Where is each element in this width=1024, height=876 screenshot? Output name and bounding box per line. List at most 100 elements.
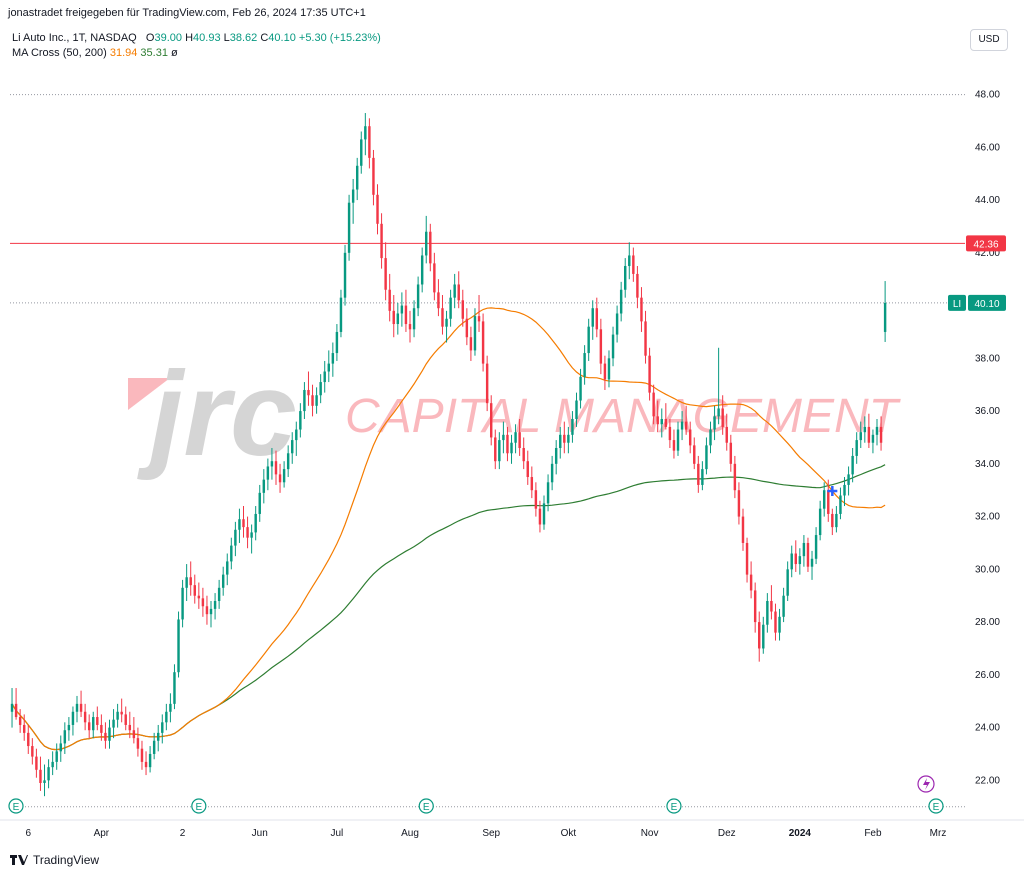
candle-body	[542, 503, 546, 525]
candle-body	[802, 542, 806, 557]
earnings-marker: E	[928, 798, 944, 814]
candle-body	[644, 321, 647, 356]
candle-body	[400, 305, 404, 314]
candle-body	[843, 484, 846, 496]
y-tick-label: 48.00	[975, 90, 1000, 101]
lightning-icon	[923, 778, 930, 790]
candle-body	[270, 461, 274, 467]
hidden-symbol[interactable]: ø	[171, 47, 178, 59]
candle-body	[758, 622, 761, 649]
earnings-circle	[191, 798, 207, 814]
tradingview-logo-icon	[10, 855, 28, 865]
candle-body	[278, 474, 282, 483]
candle-body	[839, 495, 842, 514]
candle-body	[498, 440, 501, 462]
candle-body	[165, 711, 168, 723]
candle-body	[636, 273, 639, 298]
x-tick-label: Jun	[252, 828, 268, 839]
earnings-circle	[928, 798, 944, 814]
candle-body	[327, 363, 330, 372]
candle-body	[473, 316, 477, 351]
y-tick-label: 34.00	[975, 459, 1000, 470]
candle-body	[14, 703, 18, 718]
indicator-name[interactable]: MA Cross (50, 200)	[12, 47, 107, 59]
candle-body	[246, 527, 249, 538]
candle-body	[688, 429, 692, 446]
candle-body	[144, 761, 148, 768]
candle-body	[295, 429, 298, 441]
low-value: 38.62	[229, 32, 258, 44]
candle-body	[766, 600, 769, 625]
ma200-value: 35.31	[140, 47, 168, 59]
candle-body	[181, 587, 184, 620]
candle-body	[782, 595, 785, 617]
moving-averages	[11, 307, 886, 751]
candle-body	[583, 353, 586, 377]
candle-body	[104, 732, 107, 741]
open-value: 39.00	[154, 32, 183, 44]
candle-body	[351, 189, 355, 203]
candle-body	[35, 756, 38, 770]
candle-body	[75, 703, 79, 712]
close-label: C	[260, 32, 269, 44]
candle-body	[859, 432, 862, 441]
candle-body	[71, 711, 75, 725]
candle-body	[693, 445, 696, 464]
earnings-marker: E	[191, 798, 207, 814]
candle-body	[587, 326, 590, 354]
candle-body	[835, 513, 838, 528]
candle-body	[713, 416, 716, 430]
candle-body	[193, 585, 196, 596]
candle-body	[709, 429, 712, 446]
candle-body	[286, 453, 290, 470]
chart-legend: Li Auto Inc., 1T, NASDAQ O39.00 H40.93 L…	[12, 31, 381, 61]
candle-body	[729, 442, 733, 464]
candle-body	[875, 426, 879, 435]
candle-body	[315, 395, 318, 406]
candle-body	[538, 508, 542, 525]
candle-body	[717, 408, 720, 417]
candle-body	[67, 724, 71, 731]
candle-body	[274, 461, 278, 475]
candle-body	[660, 418, 663, 425]
candle-body	[201, 598, 205, 607]
candle-body	[213, 600, 217, 609]
x-tick-label: Okt	[561, 828, 577, 839]
candle-body	[31, 746, 34, 757]
candle-body	[550, 463, 554, 483]
tradingview-logo[interactable]: TradingView	[10, 853, 99, 867]
x-tick-label: Nov	[641, 828, 659, 839]
candles	[10, 113, 887, 797]
dividend-marker	[917, 775, 935, 793]
candle-body	[774, 611, 777, 633]
candle-body	[522, 448, 525, 462]
x-tick-label: Sep	[482, 828, 500, 839]
candle-body	[827, 490, 830, 514]
currency-button[interactable]: USD	[970, 29, 1008, 51]
candle-body	[209, 608, 213, 615]
candle-body	[169, 703, 172, 712]
candle-body	[762, 624, 765, 649]
candle-body	[319, 382, 322, 396]
symbol-name[interactable]: Li Auto Inc., 1T, NASDAQ	[12, 32, 137, 44]
candle-body	[266, 466, 270, 480]
candle-body	[242, 519, 245, 528]
candle-body	[749, 574, 753, 591]
candle-body	[567, 434, 570, 443]
candle-body	[420, 255, 424, 285]
candle-body	[311, 395, 314, 406]
y-tick-label: 30.00	[975, 564, 1000, 575]
candle-body	[339, 297, 343, 332]
candle-body	[697, 463, 700, 485]
x-tick-label: Dez	[718, 828, 736, 839]
candle-body	[461, 300, 465, 319]
candle-body	[360, 139, 363, 166]
close-value: 40.10	[268, 32, 296, 44]
candle-body	[429, 231, 432, 264]
x-axis: 6 Apr 2 Jun Jul Aug Sep Okt Nov Dez 2024 Feb Mrz	[0, 819, 1024, 839]
x-tick-label: 2024	[789, 828, 812, 839]
candle-body	[189, 577, 192, 586]
candle-body	[372, 157, 375, 195]
candle-body	[205, 606, 209, 615]
